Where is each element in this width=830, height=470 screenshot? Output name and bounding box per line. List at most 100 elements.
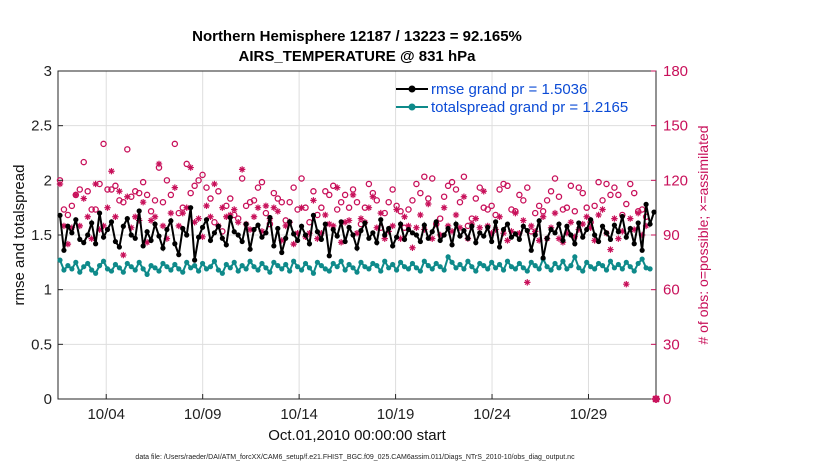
obs-possible-point: [373, 197, 381, 204]
rmse-point: [346, 224, 352, 230]
rmse-point: [160, 245, 166, 251]
totalspread-point: [334, 264, 340, 270]
totalspread-point: [500, 267, 507, 273]
rmse-point: [409, 230, 416, 236]
totalspread-point: [227, 265, 233, 271]
obs-assimilated-point: [472, 215, 480, 222]
rmse-point: [219, 235, 225, 241]
totalspread-point: [603, 267, 610, 273]
rmse-point: [536, 218, 542, 224]
rmse-point: [180, 225, 186, 232]
obs-possible-point: [258, 178, 266, 186]
totalspread-point: [61, 267, 67, 273]
rmse-point: [156, 233, 162, 239]
totalspread-point: [576, 265, 582, 271]
obs-assimilated-point: [314, 235, 321, 242]
totalspread-point: [235, 268, 241, 274]
obs-assimilated-point: [369, 193, 377, 200]
rmse-point: [374, 240, 380, 246]
totalspread-point: [112, 261, 119, 268]
obs-assimilated-point: [163, 235, 171, 242]
x-tick-label: 10/19: [377, 406, 415, 423]
rmse-point: [275, 225, 281, 232]
totalspread-point: [473, 268, 479, 274]
obs-assimilated-point: [207, 213, 214, 220]
rmse-point: [413, 232, 420, 238]
totalspread-point: [298, 267, 305, 273]
obs-assimilated-point: [488, 229, 495, 237]
totalspread-point: [199, 260, 206, 267]
totalspread-point: [326, 268, 332, 274]
obs-assimilated-point: [135, 217, 143, 224]
rmse-point: [279, 249, 285, 256]
totalspread-point: [73, 259, 79, 265]
obs-assimilated-point: [409, 244, 416, 251]
totalspread-point: [263, 265, 269, 271]
rmse-point: [469, 223, 475, 229]
obs-possible-point: [278, 198, 286, 206]
obs-possible-point: [326, 191, 333, 199]
rmse-point: [477, 230, 483, 236]
obs-assimilated-point: [401, 213, 408, 220]
legend-rmse-marker: [408, 85, 416, 93]
rmse-point: [69, 230, 75, 236]
obs-possible-point: [599, 197, 606, 204]
rmse-point: [619, 213, 625, 220]
obs-assimilated-point: [595, 211, 602, 219]
totalspread-point: [386, 265, 392, 271]
obs-assimilated-point: [199, 233, 206, 241]
rmse-point: [227, 214, 233, 221]
rmse-point: [441, 232, 447, 238]
rmse-point: [623, 234, 629, 240]
obs-possible-point: [120, 198, 127, 206]
obs-possible-point: [242, 202, 250, 210]
totalspread-point: [207, 264, 214, 270]
obs-possible-point: [524, 184, 531, 191]
obs-possible-point: [167, 191, 175, 199]
obs-assimilated-point: [460, 193, 468, 200]
rmse-point: [144, 229, 150, 235]
obs-assimilated-point: [579, 220, 586, 228]
rmse-point: [449, 242, 455, 248]
obs-assimilated-point: [634, 209, 642, 217]
totalspread-point: [279, 266, 285, 272]
obs-possible-point: [163, 177, 171, 184]
obs-assimilated-point: [567, 219, 575, 226]
y2-tick-label: 0: [663, 391, 671, 408]
obs-possible-point: [385, 198, 392, 206]
obs-assimilated-point: [504, 237, 511, 244]
rmse-point: [592, 232, 598, 238]
obs-assimilated-point: [84, 213, 91, 220]
obs-possible-point: [345, 204, 353, 211]
obs-assimilated-point: [294, 229, 301, 237]
totalspread-point: [397, 259, 404, 265]
obs-assimilated-point: [108, 168, 115, 175]
rmse-point: [421, 222, 427, 228]
totalspread-point: [247, 258, 253, 264]
rmse-point: [544, 235, 550, 241]
rmse-point: [263, 230, 269, 236]
totalspread-point: [283, 261, 289, 268]
obs-possible-point: [496, 186, 503, 193]
obs-possible-point: [333, 206, 341, 213]
rmse-point: [584, 226, 590, 233]
obs-assimilated-point: [231, 206, 238, 213]
rmse-point: [271, 243, 277, 249]
rmse-point: [124, 216, 130, 222]
obs-possible-point: [290, 184, 297, 191]
rmse-point: [370, 230, 376, 236]
obs-possible-point: [476, 184, 484, 191]
totalspread-point: [350, 265, 356, 271]
rmse-point: [572, 241, 578, 247]
totalspread-point: [275, 263, 281, 269]
obs-possible-point: [615, 191, 622, 199]
totalspread-point: [215, 267, 221, 273]
obs-assimilated-point: [183, 204, 190, 211]
obs-possible-point: [341, 191, 349, 199]
totalspread-point: [306, 265, 313, 271]
totalspread-point: [409, 260, 416, 267]
totalspread-point: [441, 267, 447, 273]
rmse-point: [128, 232, 134, 238]
totalspread-point: [176, 266, 182, 272]
totalspread-point: [314, 259, 320, 265]
